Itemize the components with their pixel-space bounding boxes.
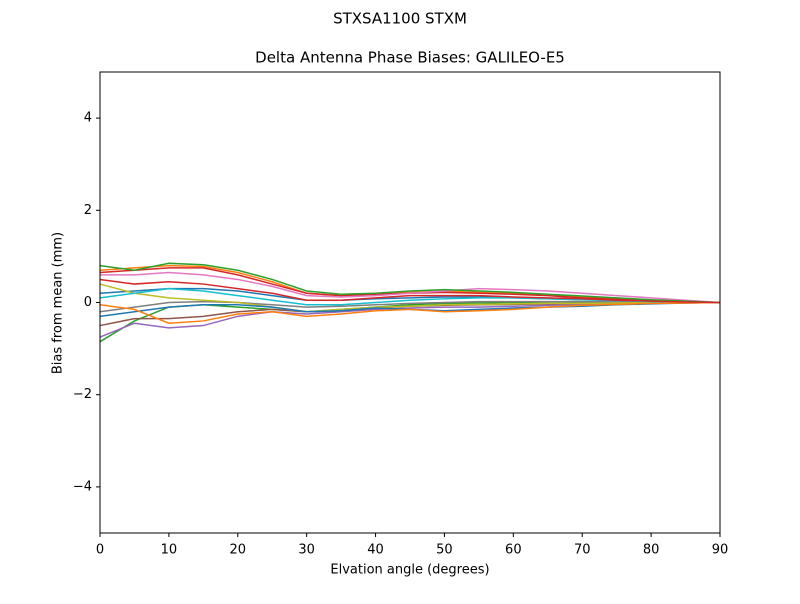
series-line (99, 283, 720, 313)
series-line (99, 300, 720, 313)
series-line (99, 278, 721, 304)
x-tick-label: 50 (436, 543, 453, 558)
chart-title: Delta Antenna Phase Biases: GALILEO-E5 (255, 49, 565, 67)
x-tick-label: 0 (96, 543, 104, 558)
x-tick-label: 20 (230, 543, 247, 558)
y-tick-label: 4 (84, 111, 92, 126)
y-tick-label: 0 (84, 295, 92, 310)
x-tick-label: 70 (574, 543, 591, 558)
y-tick-label: −4 (73, 479, 92, 494)
x-tick-label: 60 (505, 543, 522, 558)
y-tick-label: 2 (84, 203, 92, 218)
series-line (99, 262, 721, 304)
suptitle: STXSA1100 STXM (333, 10, 467, 28)
series-line (100, 271, 721, 304)
x-tick-label: 10 (161, 543, 178, 558)
series-line (99, 301, 721, 338)
series-line (99, 301, 721, 325)
x-axis-label: Elvation angle (degrees) (330, 563, 489, 578)
y-tick-label: −2 (73, 387, 92, 402)
x-tick-label: 30 (298, 543, 315, 558)
y-axis-label: Bias from mean (mm) (51, 232, 66, 374)
x-tick-label: 40 (367, 543, 384, 558)
x-tick-label: 80 (643, 543, 660, 558)
x-tick-label: 90 (712, 543, 729, 558)
